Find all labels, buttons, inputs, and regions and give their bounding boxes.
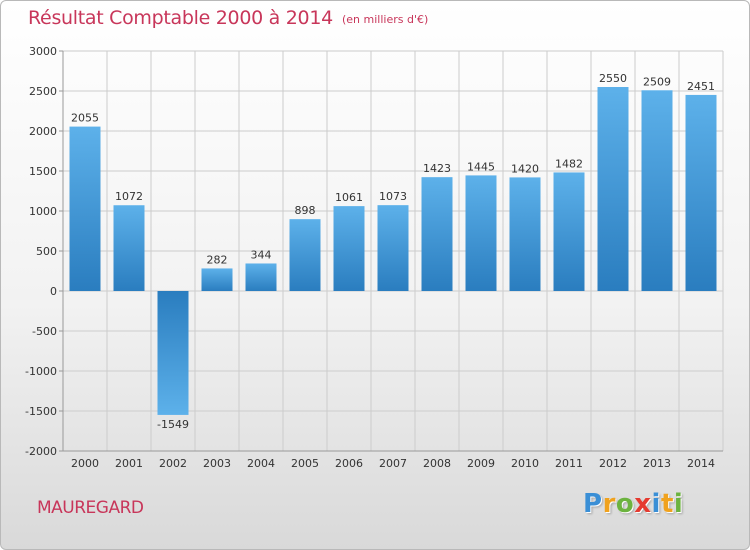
data-label: 1482 xyxy=(555,157,583,170)
bar xyxy=(201,268,233,291)
data-label: 1445 xyxy=(467,160,495,173)
logo-letter: i xyxy=(673,489,684,519)
x-tick-label: 2003 xyxy=(203,457,231,470)
x-tick-label: 2010 xyxy=(511,457,539,470)
bar xyxy=(157,291,189,415)
axes xyxy=(59,50,723,452)
data-label: 344 xyxy=(251,248,272,261)
bar xyxy=(597,87,629,291)
x-tick-label: 2008 xyxy=(423,457,451,470)
bar xyxy=(421,177,453,291)
bar xyxy=(289,219,321,291)
y-tick-label: 500 xyxy=(36,245,57,258)
data-label: 282 xyxy=(207,253,228,266)
x-tick-label: 2005 xyxy=(291,457,319,470)
data-label: 2451 xyxy=(687,80,715,93)
data-label: 1423 xyxy=(423,162,451,175)
y-tick-label: 1500 xyxy=(29,165,57,178)
data-label: -1549 xyxy=(157,418,189,431)
x-tick-label: 2012 xyxy=(599,457,627,470)
bar xyxy=(377,205,409,291)
bar xyxy=(553,172,585,291)
proxiti-logo: Proxiti xyxy=(583,489,683,519)
data-label: 2550 xyxy=(599,72,627,85)
chart-subtitle: (en milliers d'€) xyxy=(342,13,429,26)
commune-name: MAUREGARD xyxy=(37,498,144,518)
y-tick-label: -2000 xyxy=(25,445,57,458)
x-tick-label: 2000 xyxy=(71,457,99,470)
x-tick-label: 2001 xyxy=(115,457,143,470)
bar xyxy=(245,263,277,291)
x-tick-labels: 2000 2001 2002 2003 2004 2005 2006 2007 2008 2009… xyxy=(71,457,715,470)
y-tick-label: -500 xyxy=(32,325,57,338)
data-label: 2055 xyxy=(71,112,99,125)
y-tick-label: 2500 xyxy=(29,85,57,98)
x-tick-label: 2013 xyxy=(643,457,671,470)
x-tick-label: 2007 xyxy=(379,457,407,470)
bar xyxy=(685,94,717,291)
bar xyxy=(465,175,497,291)
x-tick-label: 2006 xyxy=(335,457,363,470)
y-tick-label: 0 xyxy=(50,285,57,298)
bar xyxy=(333,206,365,291)
bar xyxy=(113,205,145,291)
logo-letter: r xyxy=(602,489,616,519)
logo-letter: o xyxy=(615,489,635,519)
chart-title: Résultat Comptable 2000 à 2014 xyxy=(28,7,333,29)
x-tick-label: 2004 xyxy=(247,457,275,470)
y-tick-label: -1000 xyxy=(25,365,57,378)
bars xyxy=(69,87,717,415)
x-tick-label: 2002 xyxy=(159,457,187,470)
data-label: 1072 xyxy=(115,190,143,203)
x-tick-label: 2011 xyxy=(555,457,583,470)
x-tick-label: 2014 xyxy=(687,457,715,470)
x-tick-label: 2009 xyxy=(467,457,495,470)
bar xyxy=(69,126,101,291)
logo-letter: P xyxy=(583,489,603,519)
y-tick-label: 1000 xyxy=(29,205,57,218)
y-tick-label: 2000 xyxy=(29,125,57,138)
data-labels: 2055 1072 -1549 282 344 898 1061 1073 1423 1445 14… xyxy=(71,72,715,431)
logo-letter: t xyxy=(660,489,674,519)
data-label: 1420 xyxy=(511,162,539,175)
y-tick-label: -1500 xyxy=(25,405,57,418)
logo-letter: i xyxy=(651,489,661,519)
data-label: 1073 xyxy=(379,190,407,203)
data-label: 898 xyxy=(295,204,316,217)
y-tick-label: 3000 xyxy=(29,45,57,58)
data-label: 1061 xyxy=(335,191,363,204)
y-tick-labels: 3000 2500 2000 1500 1000 500 0 -500 -1000 -1500 -2… xyxy=(25,45,57,458)
bar xyxy=(509,177,541,291)
logo-letter: x xyxy=(634,489,652,519)
data-label: 2509 xyxy=(643,75,671,88)
bar xyxy=(641,90,673,291)
